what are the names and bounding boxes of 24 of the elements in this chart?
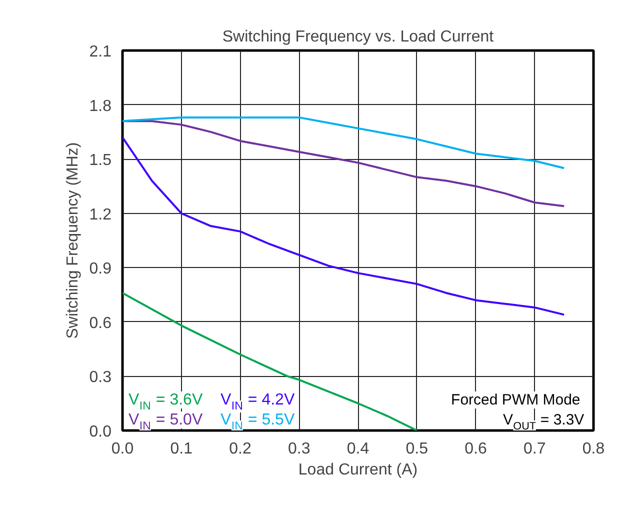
y-tick-label: 1.2 bbox=[89, 206, 112, 224]
y-tick-label: 0.9 bbox=[89, 260, 112, 278]
x-tick-label: 0.2 bbox=[229, 440, 252, 458]
y-tick-label: 0.3 bbox=[89, 369, 112, 386]
line-series bbox=[122, 136, 566, 316]
x-axis-title: Load Current (A) bbox=[298, 462, 418, 478]
x-tick-label: 0.5 bbox=[406, 440, 428, 458]
y-tick-label: 0.6 bbox=[89, 314, 112, 332]
line-series bbox=[122, 292, 418, 430]
y-tick-label: 0.0 bbox=[89, 424, 112, 440]
x-tick-label: 0.6 bbox=[464, 440, 487, 458]
x-tick-label: 0.3 bbox=[288, 440, 310, 458]
annotation: Forced PWM Mode bbox=[451, 392, 580, 408]
x-tick-label: 0.8 bbox=[582, 440, 605, 458]
y-tick-label: 2.1 bbox=[89, 44, 112, 60]
x-tick-label: 0.0 bbox=[111, 440, 134, 458]
line-series bbox=[122, 116, 566, 170]
x-tick-label: 0.7 bbox=[524, 440, 546, 458]
y-tick-label: 1.5 bbox=[89, 152, 112, 170]
y-axis-title: Switching Frequency (MHz) bbox=[64, 142, 82, 339]
x-tick-label: 0.1 bbox=[170, 440, 193, 458]
x-tick-label: 0.4 bbox=[346, 440, 370, 458]
chart-title: Switching Frequency vs. Load Current bbox=[222, 28, 494, 46]
y-tick-label: 1.8 bbox=[89, 98, 112, 115]
